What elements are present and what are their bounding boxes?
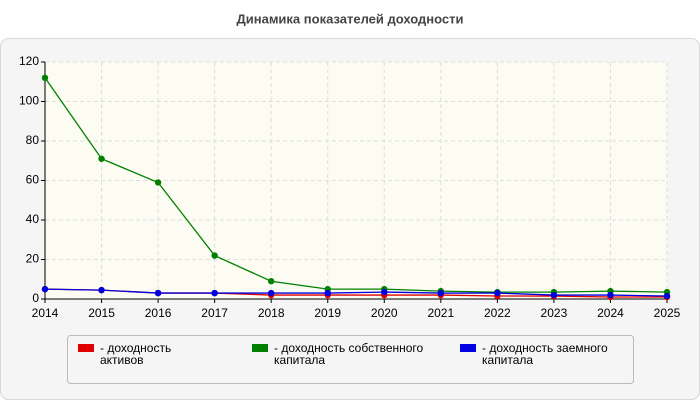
x-tick-label: 2021: [427, 306, 454, 320]
series-line: [44, 288, 668, 297]
point: [437, 289, 445, 297]
legend-item: - доходность заемного капитала: [460, 342, 610, 366]
x-tick-label: 2019: [314, 306, 341, 320]
x-tick-label: 2024: [597, 306, 624, 320]
point: [324, 289, 331, 297]
point: [41, 74, 49, 82]
x-tick-label: 2023: [541, 306, 568, 320]
legend-label: - доходность активов: [100, 341, 172, 367]
y-tick-label: 60: [26, 173, 40, 187]
legend-swatch: [460, 344, 476, 352]
legend-label: - доходность собственного капитала: [274, 341, 424, 367]
y-tick-label: 40: [26, 212, 40, 226]
point: [550, 291, 558, 299]
series-line: [44, 77, 668, 293]
point: [154, 289, 162, 297]
point: [211, 289, 218, 297]
legend-swatch: [78, 344, 94, 352]
point: [607, 291, 614, 299]
x-tick-label: 2022: [484, 306, 511, 320]
point: [663, 292, 671, 300]
y-tick-label: 120: [19, 54, 39, 68]
legend-label: - доходность заемного капитала: [482, 341, 608, 367]
x-tick-label: 2020: [371, 306, 398, 320]
x-tick-label: 2025: [654, 306, 681, 320]
legend-item: - доходность активов: [78, 342, 218, 366]
point: [381, 288, 388, 296]
point: [41, 285, 49, 293]
x-tick-label: 2015: [88, 306, 115, 320]
point: [211, 252, 218, 259]
point: [494, 289, 501, 297]
y-tick-label: 80: [26, 133, 40, 147]
x-tick-label: 2017: [201, 306, 228, 320]
legend-swatch: [252, 344, 268, 352]
x-tick-label: 2018: [258, 306, 285, 320]
legend-item: - доходность собственного капитала: [252, 342, 432, 366]
point: [98, 155, 105, 162]
y-tick-label: 0: [32, 291, 39, 305]
point: [154, 179, 162, 186]
y-tick-label: 20: [26, 252, 40, 266]
point: [98, 286, 105, 294]
point: [267, 278, 275, 285]
point: [267, 289, 275, 297]
x-tick-label: 2016: [145, 306, 172, 320]
chart-title: Динамика показателей доходности: [236, 11, 463, 26]
y-tick-label: 100: [19, 94, 39, 108]
legend-box: [67, 335, 634, 384]
x-tick-label: 2014: [32, 306, 59, 320]
